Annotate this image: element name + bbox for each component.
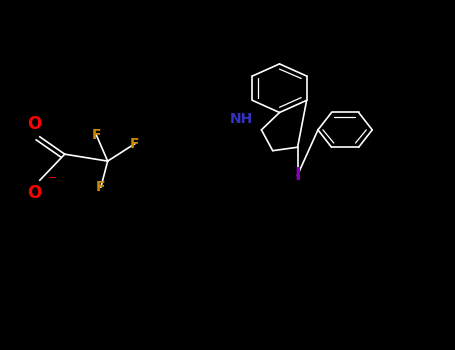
- Text: −: −: [48, 174, 57, 183]
- Text: F: F: [91, 128, 101, 142]
- Text: F: F: [130, 137, 140, 151]
- Text: O: O: [27, 184, 41, 202]
- Text: NH: NH: [230, 112, 253, 126]
- Text: F: F: [96, 180, 106, 194]
- Text: O: O: [27, 116, 41, 133]
- Text: I: I: [294, 166, 301, 184]
